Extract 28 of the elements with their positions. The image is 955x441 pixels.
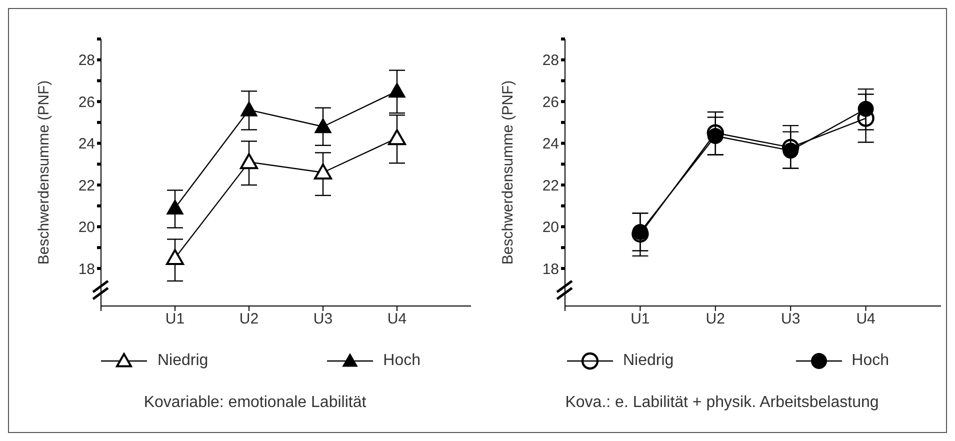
y-tick-label: 20: [542, 219, 559, 236]
x-tick-label: U1: [630, 310, 650, 328]
x-tick-label: U3: [781, 310, 800, 328]
legend-label: Niedrig: [622, 352, 674, 370]
y-tick-label: 26: [78, 94, 95, 111]
y-tick-label: 24: [542, 136, 559, 153]
x-tick-label: U2: [239, 310, 259, 328]
legend-label: Niedrig: [157, 352, 208, 370]
y-tick-label: 26: [542, 94, 559, 111]
y-tick-label: 20: [78, 219, 95, 236]
y-tick-label: 18: [78, 260, 95, 278]
text: Kovariable: emotionale Labilität: [142, 394, 368, 412]
x-tick-label: U3: [313, 310, 333, 328]
x-tick-label: U2: [706, 310, 725, 328]
text: Kova.: e. Labilität + physik. Arbeitsbelastung: [564, 394, 880, 412]
y-tick-label: 22: [542, 177, 559, 194]
x-tick-label: U4: [387, 310, 407, 328]
legend-label: Hoch: [852, 352, 889, 370]
x-tick-label: U4: [856, 310, 876, 328]
legend-label: Hoch: [383, 352, 420, 370]
y-tick-label: 24: [78, 136, 95, 153]
x-tick-label: U1: [165, 310, 185, 328]
y-tick-label: 22: [78, 177, 95, 194]
y-tick-label: 18: [542, 260, 559, 278]
y-tick-label: 28: [78, 52, 95, 70]
y-tick-label: 28: [542, 52, 559, 70]
y-axis-title: Beschwerdensumme (PNF): [499, 80, 516, 265]
y-axis-title: Beschwerdensumme (PNF): [35, 80, 52, 265]
